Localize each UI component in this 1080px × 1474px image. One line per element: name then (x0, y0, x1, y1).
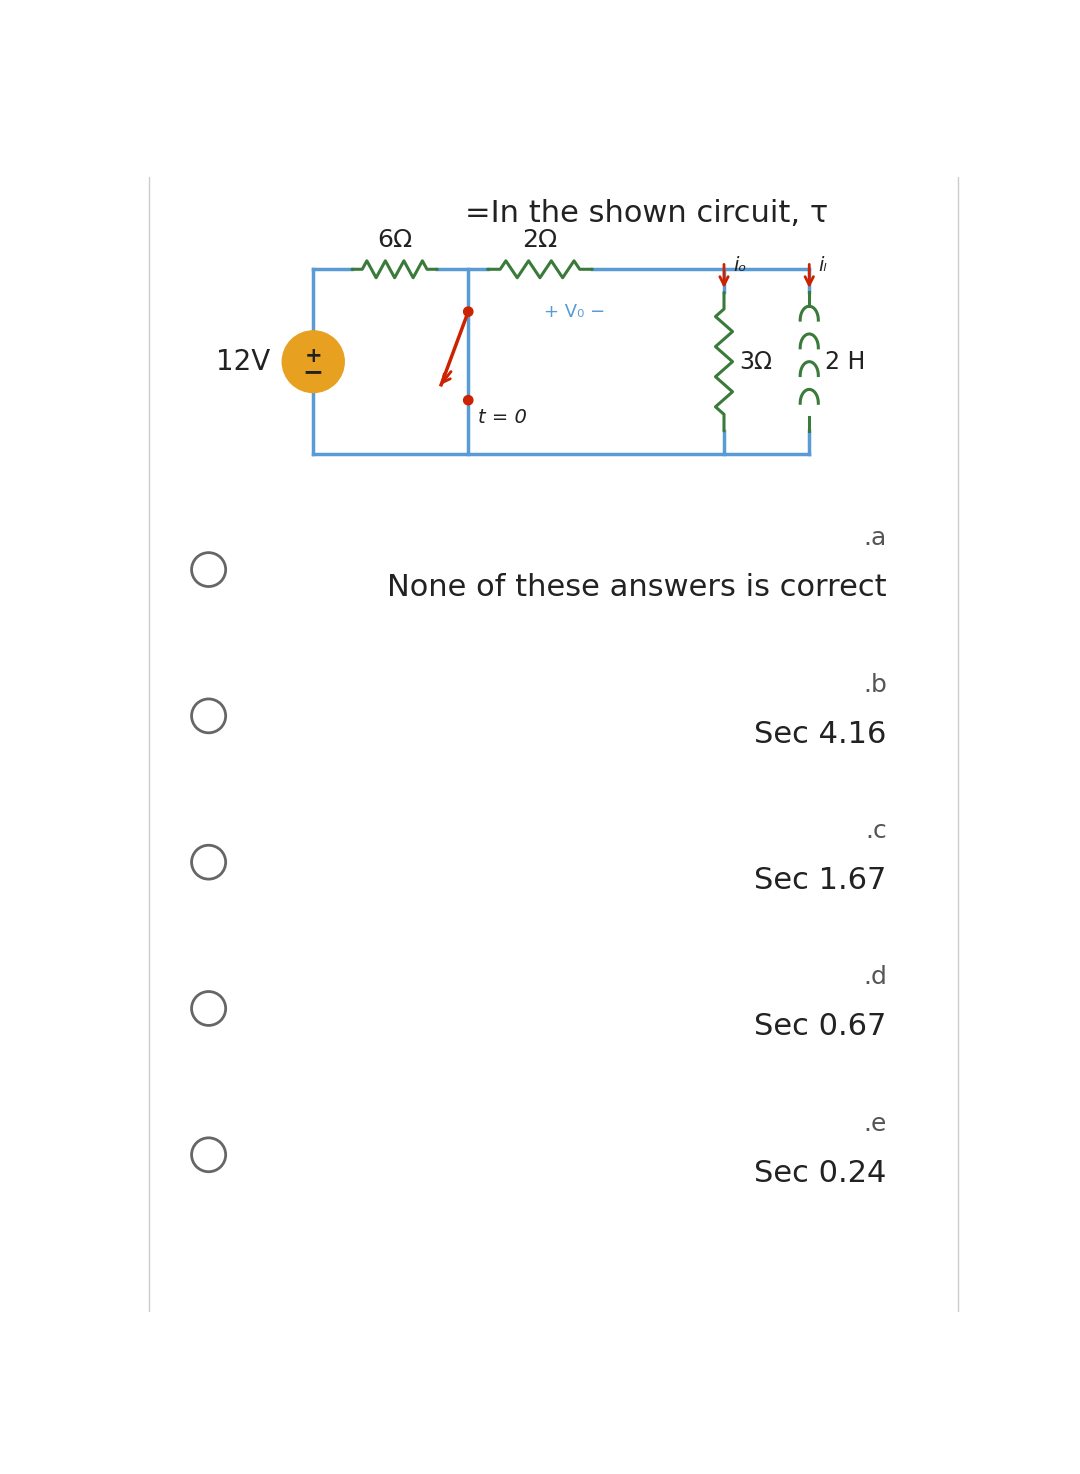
Circle shape (463, 307, 473, 317)
Text: 2Ω: 2Ω (522, 228, 557, 252)
Text: .d: .d (863, 965, 887, 989)
Text: Sec 0.24: Sec 0.24 (754, 1159, 887, 1188)
Text: .b: .b (863, 672, 887, 697)
Text: .a: .a (864, 526, 887, 550)
Text: 12V: 12V (216, 348, 271, 376)
Text: Sec 0.67: Sec 0.67 (754, 1013, 887, 1041)
Text: + V₀ −: + V₀ − (544, 302, 605, 321)
Text: .e: .e (863, 1111, 887, 1135)
Text: 3Ω: 3Ω (740, 349, 772, 374)
Text: .c: .c (865, 820, 887, 843)
Text: 2 H: 2 H (825, 349, 865, 374)
Text: iₒ: iₒ (733, 256, 746, 276)
Circle shape (282, 330, 345, 392)
Text: +: + (305, 345, 322, 366)
Text: None of these answers is correct: None of these answers is correct (387, 573, 887, 603)
Text: Sec 1.67: Sec 1.67 (754, 867, 887, 895)
Text: =In the shown circuit, τ: =In the shown circuit, τ (464, 199, 828, 228)
Circle shape (463, 395, 473, 405)
Text: t = 0: t = 0 (477, 408, 526, 427)
Text: Sec 4.16: Sec 4.16 (754, 719, 887, 749)
Text: −: − (302, 361, 324, 385)
Text: iₗ: iₗ (819, 256, 827, 276)
Text: 6Ω: 6Ω (377, 228, 413, 252)
